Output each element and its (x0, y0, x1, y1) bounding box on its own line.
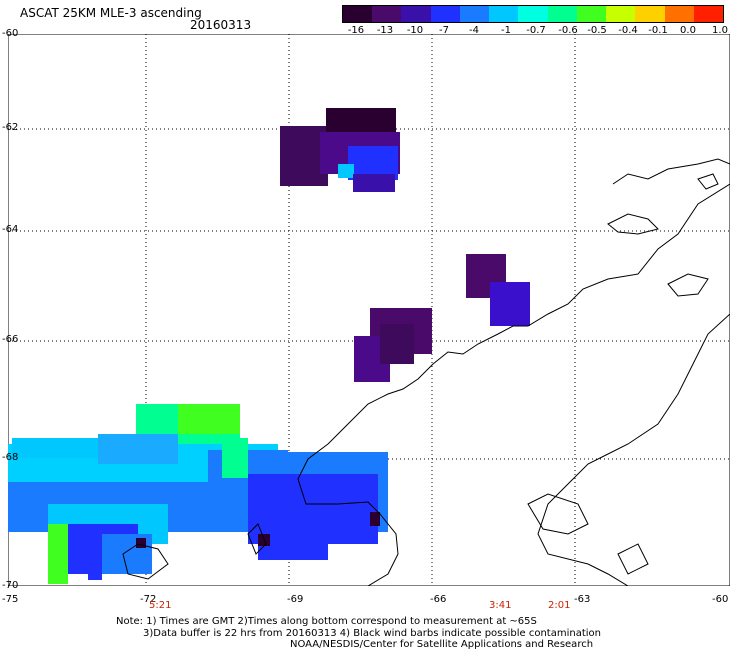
colorbar-swatch (343, 6, 373, 22)
lat-label-62: -62 (2, 122, 19, 133)
colorbar-tick-label: -0.4 (618, 25, 638, 36)
lon-label-69: -69 (287, 594, 304, 605)
lon-label-72: -72 (140, 594, 157, 605)
colorbar-swatch (401, 6, 431, 22)
swath-cell (12, 438, 102, 458)
lat-label-60: -60 (2, 28, 19, 39)
time-label-1: 5:21 (149, 600, 172, 611)
coastline-segment (247, 523, 267, 555)
swath-cell (222, 438, 248, 478)
colorbar-swatch (606, 6, 636, 22)
colorbar-swatch (459, 6, 490, 22)
coastline (122, 158, 730, 586)
coastline-segment (122, 543, 169, 580)
map-plot (8, 34, 730, 586)
lat-label-68: -68 (2, 452, 19, 463)
coastline-segment (667, 273, 709, 297)
colorbar-swatch (489, 6, 519, 22)
lat-label-64: -64 (2, 224, 19, 235)
colorbar-swatch (576, 6, 607, 22)
time-label-2: 3:41 (489, 600, 512, 611)
note-line-1: Note: 1) Times are GMT 2)Times along bot… (116, 616, 537, 627)
lon-label-75: -75 (2, 594, 19, 605)
note-line-2: 3)Data buffer is 22 hrs from 20160313 4)… (143, 628, 601, 639)
colorbar-swatch (547, 6, 577, 22)
colorbar-tick-label: -0.1 (648, 25, 668, 36)
coastline-segment (612, 158, 730, 185)
swath-cell (380, 324, 414, 364)
colorbar-tick-label: -0.7 (526, 25, 546, 36)
coastline-segment (527, 493, 589, 535)
swath-cell (353, 174, 395, 192)
map-date: 20160313 (190, 18, 252, 32)
colorbar-tick-label: -1 (501, 25, 511, 36)
colorbar-tick-label: -13 (376, 25, 394, 36)
swath-cell (136, 538, 146, 548)
colorbar (342, 5, 724, 23)
map-title: ASCAT 25KM MLE-3 ascending (20, 6, 202, 20)
lon-label-60: -60 (712, 594, 729, 605)
swath-cell (326, 108, 396, 134)
lat-label-70: -70 (2, 580, 19, 591)
colorbar-tick-label: 0.0 (680, 25, 696, 36)
colorbar-tick-label: -4 (469, 25, 479, 36)
colorbar-tick-label: -16 (347, 25, 365, 36)
lon-label-66: -66 (430, 594, 447, 605)
note-line-3: NOAA/NESDIS/Center for Satellite Applica… (290, 639, 594, 650)
coastline-segment (697, 173, 719, 190)
colorbar-swatch (430, 6, 460, 22)
colorbar-tick-label: -0.6 (558, 25, 578, 36)
data-swath (8, 108, 530, 584)
swath-cell (48, 524, 68, 584)
colorbar-swatch (664, 6, 694, 22)
colorbar-swatch (518, 6, 548, 22)
colorbar-tick-label: -10 (406, 25, 424, 36)
coastline-segment (617, 543, 649, 575)
swath-cell (88, 566, 102, 580)
colorbar-tick-label: -7 (439, 25, 449, 36)
colorbar-labels: -16 -13 -10 -7 -4 -1 -0.7 -0.6 -0.5 -0.4 -0.1 0.0 1.… (330, 25, 740, 39)
swath-cell (178, 404, 240, 434)
colorbar-swatch (693, 6, 724, 22)
swath-cell (98, 434, 178, 464)
swath-cell (490, 282, 530, 326)
colorbar-tick-label: 1.0 (712, 25, 728, 36)
coastline-segment (297, 183, 730, 586)
swath-cell (370, 512, 380, 526)
coastline-segment (607, 213, 659, 235)
colorbar-swatch (372, 6, 402, 22)
lon-label-63: -63 (574, 594, 591, 605)
colorbar-tick-label: -0.5 (587, 25, 607, 36)
swath-cell (338, 164, 354, 178)
coastline-segment (537, 313, 730, 586)
time-label-3: 2:01 (548, 600, 571, 611)
lat-label-66: -66 (2, 334, 19, 345)
colorbar-swatch (635, 6, 665, 22)
